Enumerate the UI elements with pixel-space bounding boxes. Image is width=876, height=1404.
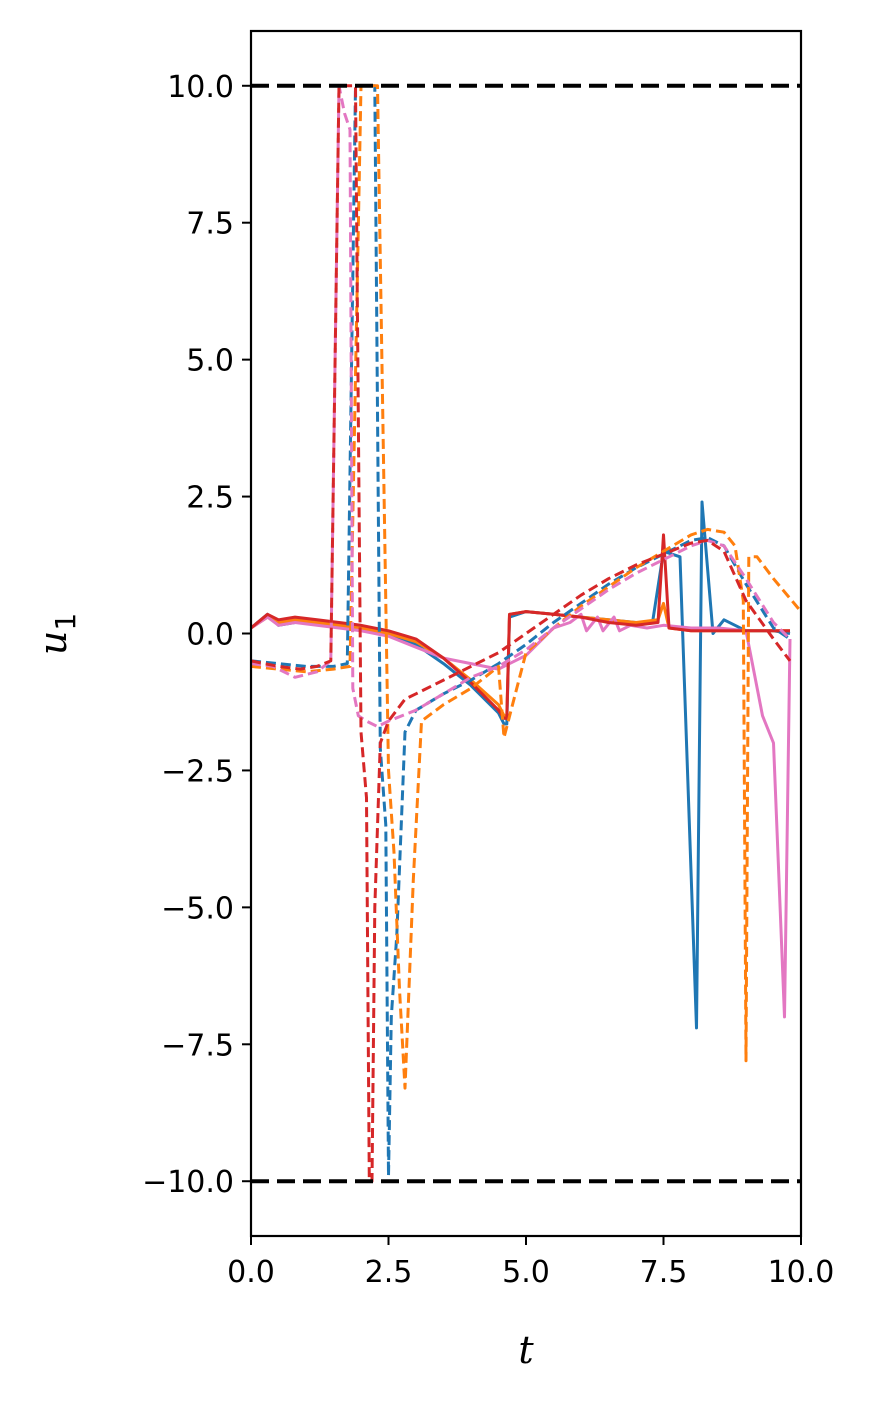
x-tick-label: 2.5: [365, 1255, 413, 1290]
series-line-3-solid: [251, 612, 792, 1019]
x-tick-label: 5.0: [502, 1255, 550, 1290]
axes-frame: [249, 29, 803, 1238]
plot-area: [249, 29, 803, 1238]
series-line-4-solid: [251, 533, 790, 720]
y-tick-label: 0.0: [186, 618, 234, 653]
y-axis-label-group: u1: [31, 613, 82, 655]
y-tick-label: −7.5: [161, 1028, 234, 1063]
svg-text:u1: u1: [31, 613, 82, 655]
reference-lines: [251, 83, 801, 1184]
x-tick-label: 7.5: [640, 1255, 688, 1290]
y-tick-label: 2.5: [186, 481, 234, 516]
y-tick-label: −5.0: [161, 891, 234, 926]
y-tick-label: 10.0: [167, 70, 234, 105]
series-line-6-dashed: [251, 84, 801, 1090]
series-group: [251, 84, 801, 1183]
x-tick-label: 0.0: [227, 1255, 275, 1290]
y-axis-label-subscript: 1: [49, 613, 82, 631]
y-axis-label: u: [31, 631, 75, 655]
y-axis-ticks: 10.0 7.5 5.0 2.5 0.0 −2.5 −5.0 −7.5 −10.0: [142, 70, 251, 1200]
y-tick-label: 7.5: [186, 207, 234, 242]
x-axis-label: t: [518, 1328, 534, 1372]
x-axis-ticks: 0.0 2.5 5.0 7.5 10.0: [227, 1236, 834, 1290]
series-line-8-dashed: [251, 84, 792, 1183]
y-tick-label: −10.0: [142, 1165, 234, 1200]
y-tick-label: 5.0: [186, 344, 234, 379]
y-tick-label: −2.5: [161, 754, 234, 789]
x-tick-label: 10.0: [768, 1255, 835, 1290]
